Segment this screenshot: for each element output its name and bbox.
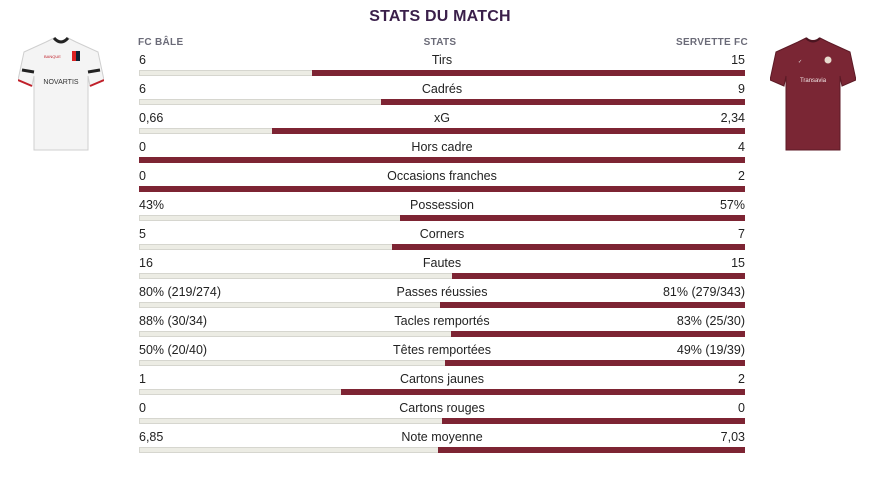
stat-name: Têtes remportées bbox=[393, 343, 491, 357]
away-value: 0 bbox=[738, 401, 745, 415]
stat-row: 0 Hors cadre 4 bbox=[139, 139, 745, 168]
stat-name: Note moyenne bbox=[401, 430, 483, 444]
away-stat-bar bbox=[400, 215, 745, 221]
away-stat-bar bbox=[438, 447, 745, 453]
home-value: 0 bbox=[139, 169, 146, 183]
home-stat-bar bbox=[139, 128, 272, 134]
stat-name: Fautes bbox=[422, 256, 462, 270]
away-value: 7 bbox=[738, 227, 745, 241]
away-sponsor-text: Transavia bbox=[800, 78, 827, 84]
away-stat-bar bbox=[451, 331, 745, 337]
away-stat-bar bbox=[312, 70, 745, 76]
stat-row: 50% (20/40) Têtes remportées 49% (19/39) bbox=[139, 342, 745, 371]
home-stat-bar bbox=[139, 244, 392, 250]
stat-row: 6 Tirs 15 bbox=[139, 52, 745, 81]
away-jersey-image: ✓ Transavia bbox=[770, 37, 856, 151]
stat-name: Tacles remportés bbox=[394, 314, 490, 328]
home-stat-bar bbox=[139, 389, 341, 395]
away-stat-bar bbox=[392, 244, 745, 250]
away-stat-bar bbox=[381, 99, 745, 105]
home-value: 6,85 bbox=[139, 430, 164, 444]
away-value: 83% (25/30) bbox=[676, 314, 745, 328]
stat-row: 43% Possession 57% bbox=[139, 197, 745, 226]
home-team-header: FC BÂLE bbox=[138, 37, 184, 48]
home-value: 6 bbox=[139, 82, 146, 96]
away-stat-bar bbox=[139, 157, 745, 163]
away-value: 49% (19/39) bbox=[676, 343, 745, 357]
away-stat-bar bbox=[440, 302, 745, 308]
stat-row: 0 Cartons rouges 0 bbox=[139, 400, 745, 429]
home-stat-bar bbox=[139, 70, 312, 76]
home-value: 5 bbox=[139, 227, 146, 241]
away-value: 4 bbox=[738, 140, 745, 154]
away-value: 15 bbox=[731, 53, 745, 67]
stat-row: 1 Cartons jaunes 2 bbox=[139, 371, 745, 400]
home-value: 1 bbox=[139, 372, 146, 386]
stat-row: 0 Occasions franches 2 bbox=[139, 168, 745, 197]
home-value: 0,66 bbox=[139, 111, 164, 125]
stat-name: Possession bbox=[410, 198, 474, 212]
home-jersey-image: BANQUE NOVARTIS bbox=[18, 36, 104, 151]
home-stat-bar bbox=[139, 302, 440, 308]
page-title: STATS DU MATCH bbox=[369, 8, 511, 25]
stat-name: Cartons rouges bbox=[399, 401, 485, 415]
away-stat-bar bbox=[445, 360, 745, 366]
stat-name: Hors cadre bbox=[411, 140, 473, 154]
away-value: 81% (279/343) bbox=[662, 285, 745, 299]
home-stat-bar bbox=[139, 99, 381, 105]
away-stat-bar bbox=[442, 418, 745, 424]
home-value: 88% (30/34) bbox=[139, 314, 208, 328]
away-stat-bar bbox=[452, 273, 745, 279]
stat-name: Passes réussies bbox=[396, 285, 488, 299]
away-value: 2 bbox=[738, 372, 745, 386]
away-team-header: SERVETTE FC bbox=[675, 37, 748, 48]
home-value: 80% (219/274) bbox=[139, 285, 222, 299]
away-value: 15 bbox=[731, 256, 745, 270]
stat-row: 16 Fautes 15 bbox=[139, 255, 745, 284]
stat-name: Tirs bbox=[431, 53, 453, 67]
stat-row: 6,85 Note moyenne 7,03 bbox=[139, 429, 745, 458]
stat-name: Corners bbox=[419, 227, 465, 241]
home-value: 0 bbox=[139, 401, 146, 415]
stat-row: 80% (219/274) Passes réussies 81% (279/343… bbox=[139, 284, 745, 313]
home-stat-bar bbox=[139, 447, 438, 453]
away-stat-bar bbox=[341, 389, 745, 395]
home-stat-bar bbox=[139, 418, 442, 424]
home-stat-bar bbox=[139, 331, 451, 337]
away-value: 57% bbox=[719, 198, 745, 212]
away-stat-bar bbox=[272, 128, 745, 134]
stat-row: 6 Cadrés 9 bbox=[139, 81, 745, 110]
away-value: 2,34 bbox=[720, 111, 745, 125]
stat-name: Occasions franches bbox=[387, 169, 497, 183]
home-value: 16 bbox=[139, 256, 153, 270]
away-value: 9 bbox=[738, 82, 745, 96]
sleeve-sponsor-text: BANQUE bbox=[44, 54, 61, 59]
away-value: 7,03 bbox=[720, 430, 745, 444]
stat-name: Cadrés bbox=[421, 82, 463, 96]
svg-text:✓: ✓ bbox=[798, 59, 802, 65]
home-stat-bar bbox=[139, 360, 445, 366]
home-value: 6 bbox=[139, 53, 146, 67]
away-value: 2 bbox=[738, 169, 745, 183]
home-stat-bar bbox=[139, 215, 400, 221]
stats-header: STATS bbox=[423, 37, 457, 48]
home-sponsor-text: NOVARTIS bbox=[43, 79, 78, 86]
home-value: 43% bbox=[139, 198, 165, 212]
home-stat-bar bbox=[139, 273, 452, 279]
stat-row: 88% (30/34) Tacles remportés 83% (25/30) bbox=[139, 313, 745, 342]
stat-row: 5 Corners 7 bbox=[139, 226, 745, 255]
stat-name: xG bbox=[434, 111, 450, 125]
away-stat-bar bbox=[139, 186, 745, 192]
stat-name: Cartons jaunes bbox=[399, 372, 485, 386]
stat-row: 0,66 xG 2,34 bbox=[139, 110, 745, 139]
home-value: 0 bbox=[139, 140, 146, 154]
home-value: 50% (20/40) bbox=[139, 343, 208, 357]
stats-table: 6 Tirs 15 6 Cadrés 9 0,66 xG 2,34 0 Hors cadre 4 0 Oc… bbox=[139, 52, 745, 458]
